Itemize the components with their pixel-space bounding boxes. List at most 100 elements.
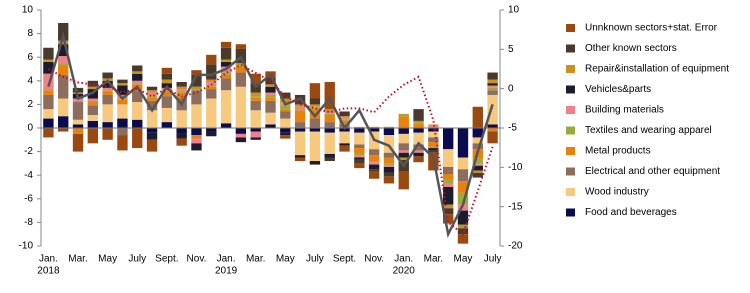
bar-segment xyxy=(250,92,261,97)
bar-segment xyxy=(354,153,365,156)
bar-segment xyxy=(413,128,424,133)
x-tick-label: Mar. xyxy=(68,254,87,265)
bar-segment xyxy=(487,87,498,91)
bar-segment xyxy=(368,171,380,179)
legend-swatch xyxy=(566,24,575,32)
legend-swatch xyxy=(566,85,575,94)
bar-segment xyxy=(58,40,69,45)
y-tick-label: -6 xyxy=(24,193,33,204)
bar-segment xyxy=(265,94,276,98)
bar-segment xyxy=(102,94,113,105)
y2-tick-label: 10 xyxy=(508,5,520,16)
bar-segment xyxy=(398,171,409,190)
bar-segment xyxy=(294,131,306,156)
bar-segment xyxy=(235,86,247,128)
bar-segment xyxy=(442,204,454,209)
bar-segment xyxy=(324,115,335,123)
bar-segment xyxy=(324,109,335,112)
bar-segment xyxy=(265,84,276,87)
bar-segment xyxy=(102,90,113,92)
bar-segment xyxy=(235,128,247,134)
bar-segment xyxy=(87,115,99,121)
bar-segment xyxy=(428,131,439,138)
bar-segment xyxy=(472,172,483,178)
bar-segment xyxy=(457,210,469,225)
x-tick-label: Sept. xyxy=(155,254,178,265)
bar-segment xyxy=(146,90,158,93)
x-tick-label: Mar. xyxy=(246,254,265,265)
bar-segment xyxy=(161,96,173,108)
bar-segment xyxy=(102,104,113,123)
bar-segment xyxy=(87,120,99,128)
x-tick-label: July xyxy=(306,254,324,265)
bar-segment xyxy=(398,152,409,158)
bar-segment xyxy=(428,128,439,132)
bar-segment xyxy=(87,102,99,106)
y2-tick-label: 0 xyxy=(508,83,514,94)
bar-segment xyxy=(250,137,261,140)
bar-segment xyxy=(72,100,84,103)
bar-segment xyxy=(220,74,232,79)
bar-segment xyxy=(220,41,232,48)
bar-segment xyxy=(191,90,202,105)
bar-segment xyxy=(117,128,128,136)
x-tick-label: Sept. xyxy=(333,254,356,265)
bar-segment xyxy=(428,150,439,153)
bar-segment xyxy=(132,119,143,128)
bar-segment xyxy=(457,224,469,229)
bar-segment xyxy=(324,122,335,128)
bar-segment xyxy=(428,146,439,149)
bar-segment xyxy=(250,128,261,132)
bar-segment xyxy=(58,65,69,75)
bar-segment xyxy=(87,80,99,87)
bar-segment xyxy=(413,123,424,128)
bar-segment xyxy=(487,94,498,125)
bar-segment xyxy=(280,111,291,119)
bar-segment xyxy=(161,67,173,74)
bar-segment xyxy=(161,91,173,97)
legend-swatch xyxy=(566,208,575,217)
bar-segment xyxy=(383,163,395,166)
bar-segment xyxy=(457,157,469,170)
x-tick-label: Mar. xyxy=(424,254,443,265)
bar-segment xyxy=(117,99,128,105)
bar-segment xyxy=(487,128,498,132)
x-tick-label: Jan. xyxy=(217,254,236,265)
bar-segment xyxy=(43,59,54,62)
bar-segment xyxy=(280,92,291,99)
bar-segment xyxy=(368,162,380,165)
bar-segment xyxy=(132,80,143,84)
bar-segment xyxy=(220,123,232,128)
bar-segment xyxy=(206,85,217,87)
bar-segment xyxy=(368,149,380,156)
bar-segment xyxy=(354,128,365,133)
bar-segment xyxy=(339,119,350,121)
y2-tick-label: 5 xyxy=(508,44,514,55)
bar-segment xyxy=(383,172,395,177)
bar-segment xyxy=(294,109,306,111)
bar-segment xyxy=(383,165,395,167)
bar-segment xyxy=(146,86,158,91)
bar-segment xyxy=(309,98,321,105)
bar-segment xyxy=(102,72,113,79)
bar-segment xyxy=(309,161,321,165)
bar-segment xyxy=(413,150,424,153)
bar-segment xyxy=(72,102,84,120)
bar-segment xyxy=(250,110,261,128)
bar-segment xyxy=(413,152,424,157)
bar-segment xyxy=(117,83,128,86)
bar-segment xyxy=(368,164,380,170)
bar-segment xyxy=(220,90,232,124)
y-tick-label: 10 xyxy=(22,5,34,16)
bar-segment xyxy=(87,128,99,144)
bar-segment xyxy=(176,110,187,128)
bar-segment xyxy=(398,116,409,128)
bar-segment xyxy=(220,47,232,60)
bar-segment xyxy=(354,157,365,160)
bar-segment xyxy=(206,86,217,90)
bar-segment xyxy=(72,124,84,128)
bar-segment xyxy=(146,128,158,133)
bar-segment xyxy=(472,106,483,128)
bar-segment xyxy=(58,56,69,64)
bar-segment xyxy=(339,117,350,120)
